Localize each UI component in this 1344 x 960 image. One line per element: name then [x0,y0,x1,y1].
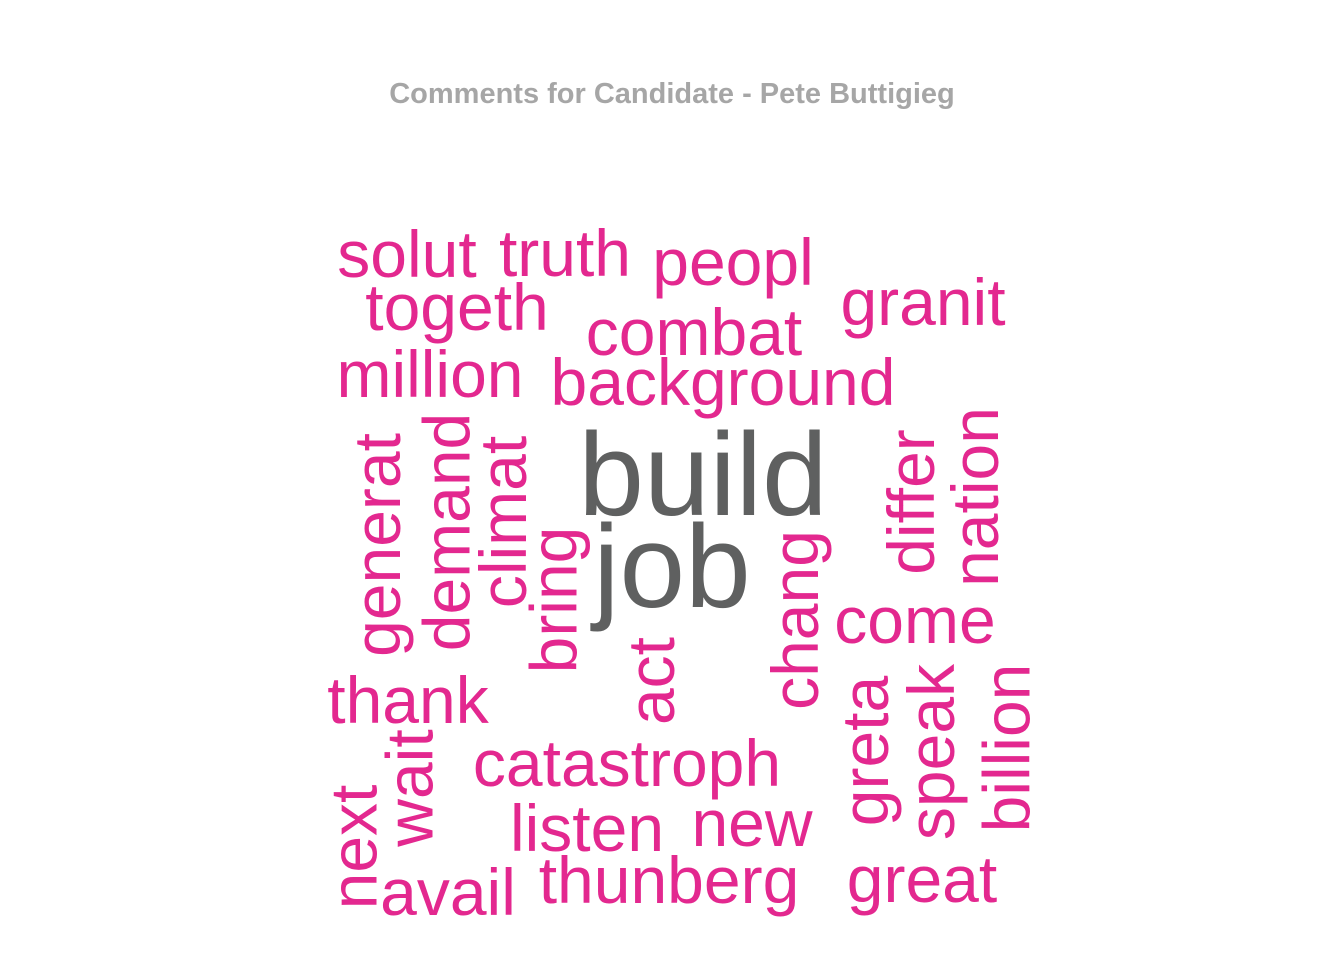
word-chang: chang [757,530,832,710]
word-peopl: peopl [652,225,814,299]
word-avail: avail [380,855,516,929]
word-solut: solut [337,217,477,291]
word-bring: bring [515,526,590,674]
word-nation: nation [937,407,1012,587]
word-granit: granit [840,265,1006,339]
word-listen: listen [509,791,665,865]
word-combat: combat [585,295,803,369]
word-act: act [613,636,688,726]
word-generat: generat [339,433,414,657]
word-next: next [316,784,390,910]
word-thank: thank [327,663,489,737]
word-greta: greta [828,675,902,827]
word-catastroph: catastroph [472,726,782,800]
word-truth: truth [498,216,632,290]
word-thunberg: thunberg [538,843,800,917]
word-new: new [691,786,813,860]
word-speak: speak [894,663,968,841]
chart-title: Comments for Candidate - Pete Buttigieg [389,78,955,110]
word-background: background [550,345,896,419]
word-job: job [593,501,751,633]
word-million: million [336,337,524,411]
word-come: come [834,583,996,657]
word-differ: differ [873,429,948,575]
word-build: build [578,409,828,541]
word-togeth: togeth [365,270,549,344]
word-great: great [846,842,998,916]
word-billion: billion [969,663,1043,833]
